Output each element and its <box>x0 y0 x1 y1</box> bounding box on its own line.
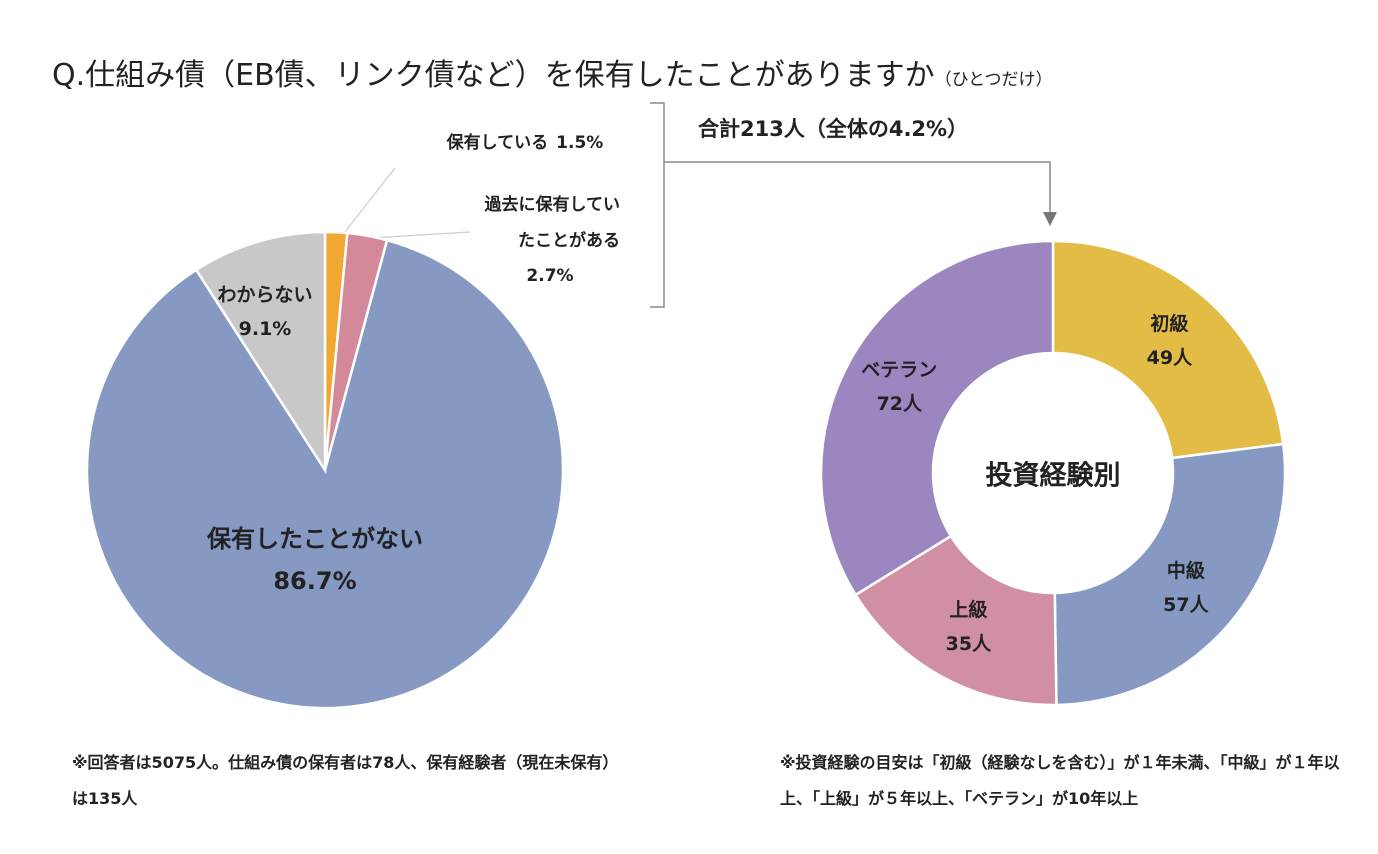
slice-label: 中級 57人 <box>1163 554 1208 622</box>
category-label: 過去に保有していたことがある <box>484 195 621 251</box>
slice-label: 保有したことがない 86.7% <box>207 518 423 602</box>
arrow-head <box>1043 212 1057 226</box>
slice <box>819 239 1055 597</box>
value-label: 2.7% <box>526 266 574 286</box>
footnote: ※投資経験の目安は「初級（経験なしを含む）」が１年未満、「中級」が１年以上、「上… <box>780 753 1340 808</box>
slice-label: 過去に保有していたことがある 2.7% <box>480 187 621 293</box>
category-label: ベテラン <box>861 359 938 382</box>
footnote: ※回答者は5075人。仕組み債の保有者は78人、保有経験者（現在未保有）は135… <box>72 753 619 808</box>
category-label: 中級 <box>1166 560 1205 583</box>
slice-label: 初級 49人 <box>1147 307 1192 375</box>
value-label: 9.1% <box>238 318 292 340</box>
value-label: 57人 <box>1163 594 1209 617</box>
slice <box>1053 442 1287 707</box>
value-label: 72人 <box>876 393 923 416</box>
category-label: 保有したことがない <box>207 525 423 553</box>
slice <box>85 238 565 710</box>
center-label: 投資経験別 <box>985 460 1121 492</box>
leader-line <box>344 167 396 233</box>
value-label: 49人 <box>1146 346 1193 369</box>
category-label: わからない <box>217 284 313 306</box>
category-label: 上級 <box>949 599 988 622</box>
slice-label: ベテラン 72人 <box>861 353 937 421</box>
title-text: Q.仕組み債（EB債、リンク債など）を保有したことがありますか <box>52 58 935 93</box>
leader-line <box>369 231 471 239</box>
slice <box>1051 239 1285 460</box>
value-label: 86.7% <box>273 567 357 595</box>
value-label: 35人 <box>945 633 992 656</box>
bracket-connector <box>650 102 1051 308</box>
slice-label: 保有している 1.5% <box>447 126 604 160</box>
slice-label: わからない 9.1% <box>217 278 312 346</box>
slice <box>853 534 1058 707</box>
slice-label: 上級 35人 <box>946 593 991 661</box>
title: Q.仕組み債（EB債、リンク債など）を保有したことがありますか（ひとつだけ） <box>52 50 1053 94</box>
annotation: 合計213人（全体の4.2%） <box>698 117 969 141</box>
slice <box>194 230 327 475</box>
value-label: 1.5% <box>556 133 604 153</box>
category-label: 初級 <box>1150 312 1189 335</box>
title-note: （ひとつだけ） <box>934 70 1053 90</box>
category-label: 保有している <box>446 133 549 153</box>
